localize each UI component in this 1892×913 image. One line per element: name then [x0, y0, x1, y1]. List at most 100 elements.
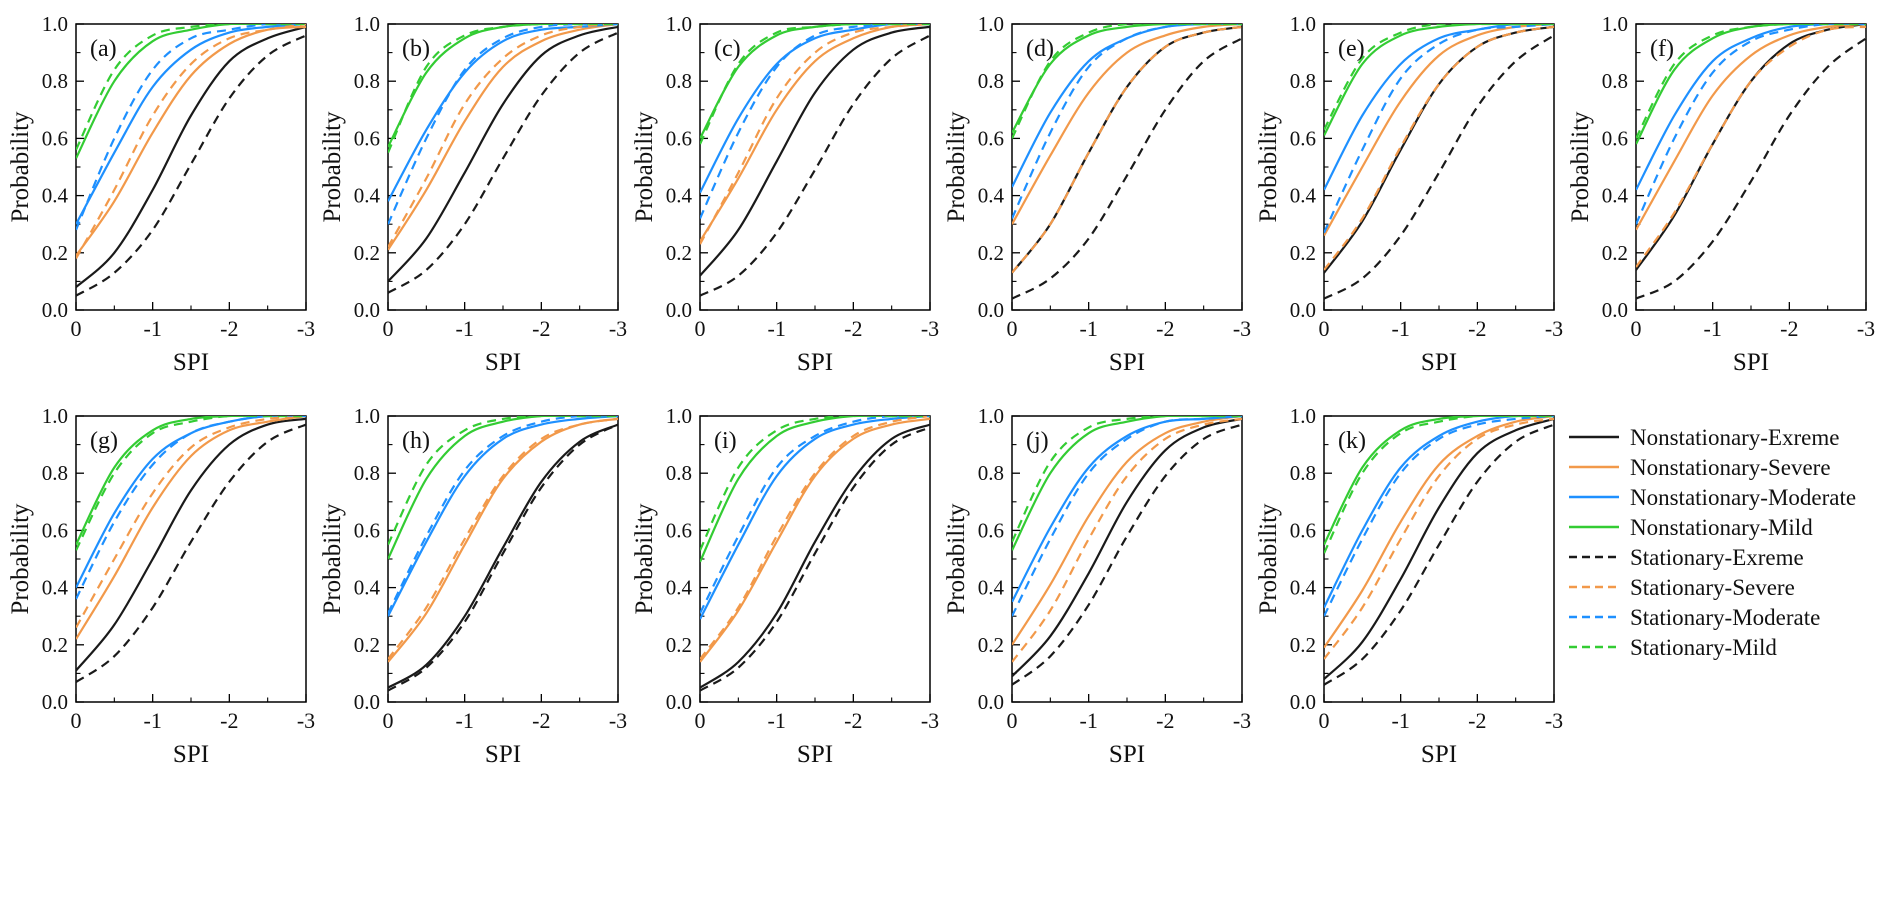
panel-tag: (d) [1026, 36, 1054, 62]
y-axis-label: Probability [631, 111, 658, 223]
panel-tag: (f) [1650, 36, 1674, 62]
x-tick-label: 0 [71, 708, 82, 733]
x-tick-label: -3 [297, 316, 315, 341]
curve-nonstationary-severe [388, 417, 618, 663]
curve-nonstationary-exreme [388, 423, 618, 689]
curve-nonstationary-mild [1012, 24, 1242, 134]
y-tick-label: 0.8 [978, 69, 1004, 93]
y-axis-label: Probability [631, 503, 658, 615]
curve-stationary-moderate [1012, 416, 1242, 617]
curve-stationary-severe [700, 416, 930, 660]
curve-stationary-exreme [1012, 423, 1242, 686]
curve-nonstationary-mild [76, 24, 306, 159]
y-tick-label: 1.0 [978, 404, 1004, 428]
panel-chart-i: 0 -1 -2 -3 0.0 0.2 0.4 0.6 0.8 1.0 (i) SPI Probabili… [631, 404, 939, 768]
x-tick-label: -2 [1468, 316, 1486, 341]
y-tick-label: 0.4 [1290, 576, 1317, 600]
curve-stationary-mild [1324, 416, 1554, 554]
curve-nonstationary-mild [388, 416, 618, 560]
panel-chart-g: 0 -1 -2 -3 0.0 0.2 0.4 0.6 0.8 1.0 (g) SPI Probabili… [7, 404, 315, 768]
x-tick-label: -2 [1156, 708, 1174, 733]
legend-item-stationary-exreme: Stationary-Exreme [1568, 542, 1892, 572]
legend-label: Nonstationary-Exreme [1630, 424, 1840, 450]
curves-group [76, 24, 306, 297]
y-tick-label: 0.6 [978, 126, 1004, 150]
x-tick-label: 0 [695, 316, 706, 341]
x-tick-label: -1 [768, 316, 786, 341]
legend-line-sample [1569, 585, 1619, 589]
subplot-k: 0 -1 -2 -3 0.0 0.2 0.4 0.6 0.8 1.0 (k) SPI Probabili… [1254, 400, 1566, 772]
subplot-h: 0 -1 -2 -3 0.0 0.2 0.4 0.6 0.8 1.0 (h) SPI Probabili… [318, 400, 630, 772]
curve-nonstationary-severe [1012, 416, 1242, 646]
axes-box [387, 415, 619, 703]
y-tick-label: 0.6 [1290, 518, 1316, 542]
legend-item-stationary-severe: Stationary-Severe [1568, 572, 1892, 602]
curve-nonstationary-exreme [1012, 417, 1242, 678]
curve-stationary-severe [388, 417, 618, 660]
legend-line-sample [1569, 495, 1619, 499]
y-tick-label: 0.0 [978, 690, 1004, 714]
curve-stationary-severe [76, 416, 306, 629]
y-tick-label: 0.8 [354, 461, 380, 485]
axes-box [1323, 23, 1555, 311]
y-tick-label: 1.0 [1290, 404, 1316, 428]
legend-line-sample [1569, 435, 1619, 439]
panel-chart-f: 0 -1 -2 -3 0.0 0.2 0.4 0.6 0.8 1.0 (f) SPI Probabili… [1567, 12, 1875, 376]
curve-stationary-mild [1012, 24, 1242, 139]
curve-stationary-mild [388, 416, 618, 546]
panel-tag: (g) [90, 428, 118, 454]
y-tick-label: 0.0 [666, 298, 692, 322]
y-tick-label: 1.0 [42, 12, 68, 36]
curve-nonstationary-moderate [700, 416, 930, 620]
y-tick-label: 0.6 [354, 126, 380, 150]
x-axis-label: SPI [173, 349, 209, 376]
x-tick-label: -3 [609, 708, 627, 733]
x-tick-label: 0 [1319, 708, 1330, 733]
axes-box [75, 23, 307, 311]
curve-nonstationary-severe [1324, 416, 1554, 649]
curves-group [388, 24, 618, 294]
curve-stationary-moderate [700, 24, 930, 219]
legend-line-sample [1569, 525, 1619, 529]
y-tick-label: 0.2 [666, 241, 692, 265]
curve-nonstationary-severe [1636, 24, 1866, 231]
y-tick-label: 0.6 [354, 518, 380, 542]
legend-label: Stationary-Mild [1630, 634, 1777, 660]
y-axis-label: Probability [1567, 111, 1594, 223]
panel-tag: (j) [1026, 428, 1049, 454]
y-axis-label: Probability [1255, 503, 1282, 615]
y-tick-label: 1.0 [1602, 12, 1628, 36]
y-tick-label: 0.4 [42, 184, 69, 208]
curves-group [1012, 24, 1242, 300]
legend-label: Stationary-Severe [1630, 574, 1795, 600]
y-tick-label: 0.0 [42, 298, 68, 322]
x-tick-label: 0 [71, 316, 82, 341]
x-tick-label: 0 [1631, 316, 1642, 341]
curve-nonstationary-mild [700, 416, 930, 563]
x-axis-label: SPI [1421, 349, 1457, 376]
y-tick-label: 0.2 [1602, 241, 1628, 265]
y-tick-label: 0.0 [666, 690, 692, 714]
curve-stationary-moderate [1324, 24, 1554, 234]
curve-stationary-severe [1324, 25, 1554, 271]
panel-chart-j: 0 -1 -2 -3 0.0 0.2 0.4 0.6 0.8 1.0 (j) SPI Probabili… [943, 404, 1251, 768]
y-axis-label: Probability [7, 111, 34, 223]
y-tick-label: 0.2 [978, 241, 1004, 265]
y-tick-label: 0.8 [1290, 69, 1316, 93]
y-tick-label: 0.2 [354, 633, 380, 657]
curve-stationary-exreme [1324, 423, 1554, 686]
curve-stationary-exreme [388, 423, 618, 692]
legend-item-nonstationary-moderate: Nonstationary-Moderate [1568, 482, 1892, 512]
curve-nonstationary-severe [1012, 24, 1242, 225]
curve-nonstationary-exreme [76, 25, 306, 288]
curve-nonstationary-exreme [1012, 25, 1242, 274]
x-tick-label: -2 [1468, 708, 1486, 733]
subplot-j: 0 -1 -2 -3 0.0 0.2 0.4 0.6 0.8 1.0 (j) SPI Probabili… [942, 400, 1254, 772]
y-tick-label: 0.8 [1290, 461, 1316, 485]
y-tick-label: 0.2 [354, 241, 380, 265]
curves-group [700, 416, 930, 692]
curve-stationary-exreme [1324, 34, 1554, 300]
axes-box [699, 23, 931, 311]
x-axis-label: SPI [797, 741, 833, 768]
y-axis-label: Probability [1255, 111, 1282, 223]
